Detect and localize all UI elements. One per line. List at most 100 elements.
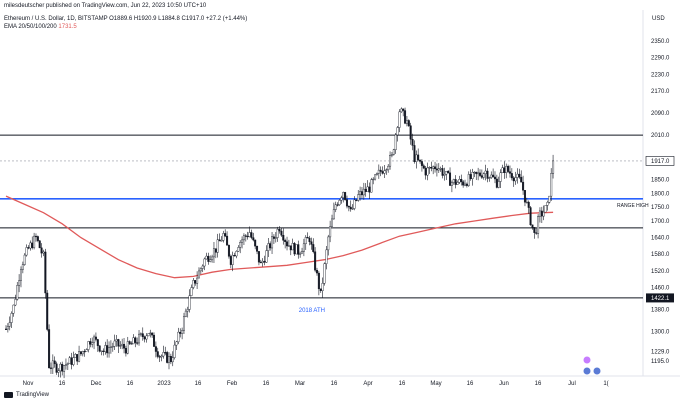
candle-body	[282, 235, 285, 241]
candle-body	[8, 322, 11, 327]
candle-body	[359, 191, 362, 195]
candle-body	[192, 280, 195, 288]
candle-body	[274, 237, 277, 239]
current-price-box	[645, 156, 675, 166]
candle-body	[78, 351, 81, 362]
price-tick-label: 2230.0	[651, 72, 670, 78]
price-tick-label: 1300.0	[651, 330, 670, 336]
candle-body	[400, 108, 403, 113]
candle-body	[385, 169, 388, 171]
price-tick-label: 1422.1	[651, 296, 670, 302]
candle-body	[23, 254, 26, 265]
candle-body	[297, 244, 300, 255]
time-tick-label: Jun	[499, 381, 509, 387]
candle-body	[203, 258, 206, 267]
price-tick-label: 2170.0	[651, 89, 670, 95]
candle-body	[447, 171, 450, 174]
candle-body	[510, 173, 513, 179]
candle-body	[291, 243, 294, 251]
candle-body	[151, 332, 154, 336]
candle-body	[362, 188, 365, 196]
candle-body	[505, 166, 508, 174]
candle-body	[276, 229, 279, 238]
candle-body	[162, 352, 165, 357]
candle-body	[160, 355, 163, 358]
candle-body	[119, 345, 122, 347]
candle-body	[108, 347, 111, 354]
candle-body	[424, 167, 427, 176]
price-tick-label: 1850.0	[651, 177, 670, 183]
candle-body	[299, 253, 302, 255]
candle-body	[368, 186, 371, 193]
candle-body	[237, 247, 240, 252]
candle-body	[495, 178, 498, 188]
candle-body	[402, 108, 405, 111]
candle-body	[126, 341, 129, 354]
candle-body	[527, 201, 530, 208]
time-tick-label: 16	[195, 381, 202, 387]
candle-body	[484, 170, 487, 174]
candle-body	[205, 255, 208, 260]
candle-body	[434, 166, 437, 170]
candle-body	[261, 260, 264, 263]
candle-body	[113, 340, 116, 347]
candle-body	[218, 239, 221, 242]
time-tick-label: 16	[467, 381, 474, 387]
candle-body	[531, 224, 534, 228]
candle-body	[224, 233, 227, 237]
candle-body	[347, 205, 350, 208]
candle-body	[345, 199, 348, 207]
time-tick-label: 16	[263, 381, 270, 387]
publisher-line: milesdeutscher published on TradingView.…	[4, 3, 207, 9]
candle-body	[492, 174, 495, 178]
candle-body	[390, 154, 393, 156]
time-tick-label: 1(	[603, 381, 608, 387]
candle-body	[18, 280, 21, 286]
candle-body	[138, 333, 141, 344]
candle-body	[301, 251, 304, 254]
candle-body	[458, 179, 461, 183]
candle-body	[540, 210, 543, 217]
candle-body	[132, 337, 135, 345]
candle-body	[471, 172, 474, 180]
candle-body	[522, 181, 525, 191]
price-tick-label: 1460.0	[651, 285, 670, 291]
candle-body	[381, 171, 384, 174]
candle-body	[181, 330, 184, 334]
candle-body	[548, 195, 551, 203]
candle-body	[396, 127, 399, 136]
candle-body	[340, 197, 343, 201]
candle-body	[44, 251, 47, 294]
candle-body	[523, 190, 526, 203]
candle-body	[538, 210, 541, 217]
ema-label: EMA 20/50/100/200	[4, 24, 57, 30]
candle-body	[57, 370, 60, 373]
candle-body	[149, 332, 152, 334]
candle-body	[445, 171, 448, 175]
candle-body	[377, 169, 380, 174]
candle-body	[353, 199, 356, 209]
tradingview-logo: TradingView	[4, 392, 49, 398]
candle-body	[242, 235, 245, 241]
price-tick-label: 1580.0	[651, 252, 670, 258]
candle-body	[173, 344, 176, 358]
candle-body	[212, 248, 215, 258]
candle-body	[454, 179, 457, 185]
candle-body	[250, 232, 253, 238]
candle-body	[76, 354, 79, 362]
candle-body	[96, 339, 99, 346]
price-tick-label: 2010.0	[651, 133, 670, 139]
candle-body	[115, 339, 118, 342]
candle-body	[64, 364, 67, 366]
event-icon	[583, 356, 591, 364]
candle-body	[72, 357, 75, 365]
price-tick-label: 2090.0	[651, 111, 670, 117]
candle-body	[456, 182, 459, 185]
candle-body	[308, 237, 311, 242]
time-tick-label: Dec	[91, 381, 102, 387]
candle-body	[477, 172, 480, 175]
candle-body	[415, 154, 418, 162]
candle-body	[306, 237, 309, 239]
candle-body	[413, 145, 416, 162]
